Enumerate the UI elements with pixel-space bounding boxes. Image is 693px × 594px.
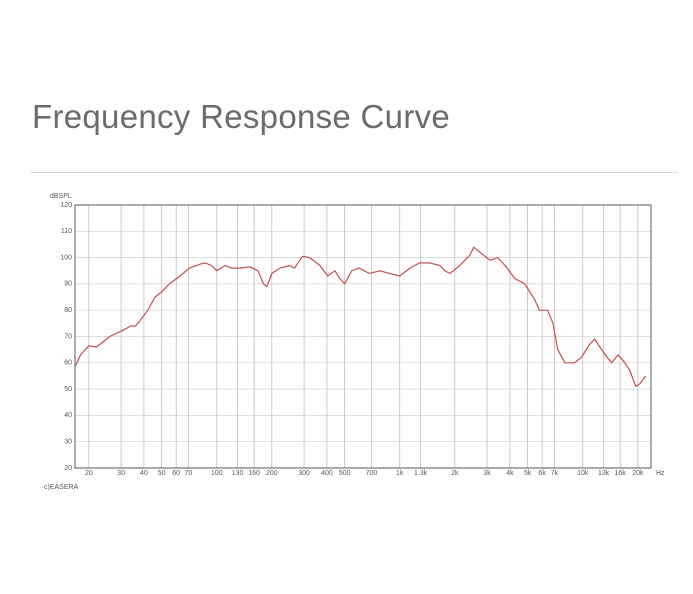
response-line xyxy=(75,246,647,388)
x-tick-label: 20k xyxy=(632,470,644,477)
x-tick-label: 20 xyxy=(85,470,93,477)
plot-frame xyxy=(74,204,652,469)
x-tick-label: 400 xyxy=(321,470,333,477)
x-tick-label: 70 xyxy=(185,470,193,477)
x-tick-label: 500 xyxy=(339,470,351,477)
x-tick-label: 4k xyxy=(506,470,514,477)
x-tick-label: 50 xyxy=(158,470,166,477)
x-tick-label: 1k xyxy=(396,470,404,477)
x-tick-label: 30 xyxy=(117,470,125,477)
y-tick-label: 50 xyxy=(64,386,72,393)
y-tick-label: 20 xyxy=(64,465,72,472)
x-tick-label: 60 xyxy=(172,470,180,477)
y-tick-label: 110 xyxy=(61,228,72,235)
y-tick-label: 100 xyxy=(60,254,72,261)
y-tick-label: 80 xyxy=(64,307,72,314)
x-tick-label: 130 xyxy=(232,470,244,477)
x-tick-label: 3k xyxy=(483,470,491,477)
divider xyxy=(30,172,678,173)
y-tick-label: 60 xyxy=(64,360,72,367)
x-tick-label: 5k xyxy=(524,470,532,477)
x-axis-label: Hz xyxy=(656,470,665,477)
y-tick-label: 40 xyxy=(64,412,72,419)
y-tick-label: 70 xyxy=(64,333,72,340)
y-tick-label: 30 xyxy=(64,439,72,446)
x-tick-label: 16k xyxy=(614,470,626,477)
x-tick-label: 300 xyxy=(298,470,310,477)
x-tick-label: 13k xyxy=(598,470,610,477)
x-tick-label: 7k xyxy=(551,470,559,477)
annotation: c)EASERA xyxy=(44,484,79,491)
x-tick-label: 6k xyxy=(538,470,546,477)
y-tick-label: 120 xyxy=(60,202,72,209)
x-tick-label: 160 xyxy=(248,470,260,477)
x-tick-label: 40 xyxy=(140,470,148,477)
x-tick-label: 10k xyxy=(577,470,589,477)
x-tick-label: 200 xyxy=(266,470,278,477)
page-title: Frequency Response Curve xyxy=(32,98,451,135)
y-tick-label: 90 xyxy=(64,281,72,288)
x-tick-label: 1.3k xyxy=(414,470,428,477)
x-tick-label: 700 xyxy=(366,470,378,477)
x-tick-label: 100 xyxy=(211,470,223,477)
x-tick-label: 2k xyxy=(451,470,459,477)
y-axis-label: dBSPL xyxy=(50,193,72,200)
